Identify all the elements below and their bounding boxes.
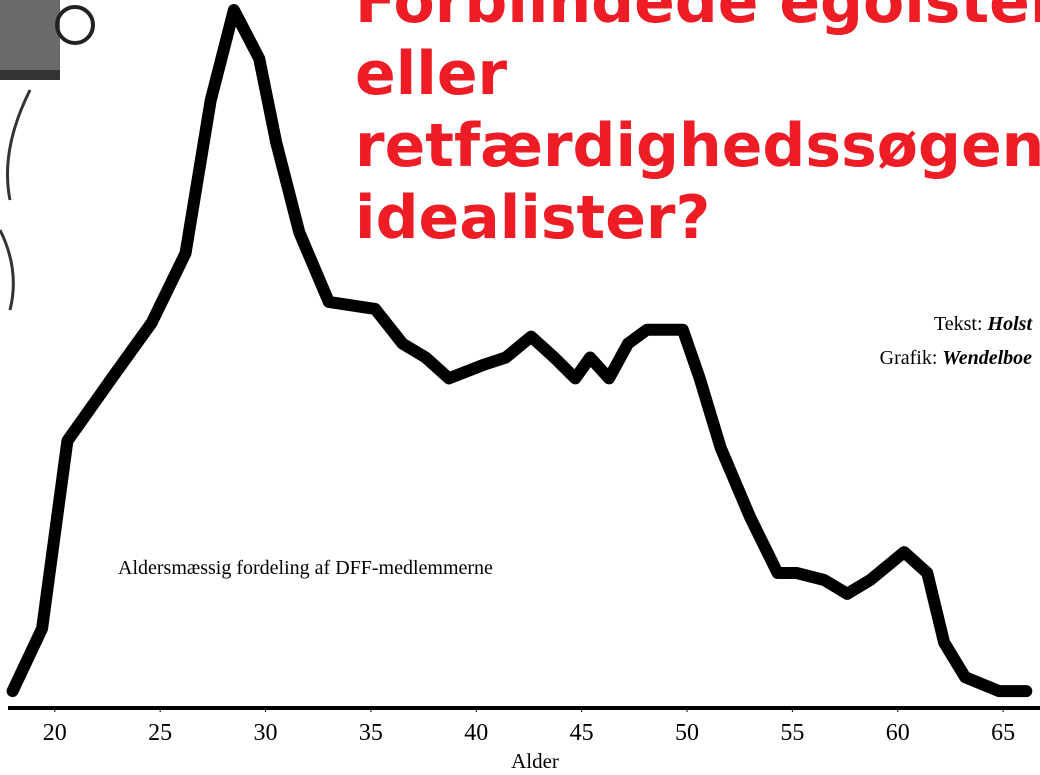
x-tick-label: 60	[886, 720, 910, 746]
x-tick-label: 55	[780, 720, 804, 746]
x-tick-label: 30	[254, 720, 278, 746]
chart: Tekst: Holst Grafik: Wendelboe Aldersmæs…	[0, 0, 1040, 775]
chart-title: idealister?	[355, 183, 710, 253]
credit-name: Wendelboe	[942, 347, 1032, 369]
x-axis-label: Alder	[511, 749, 559, 773]
credit-name: Holst	[987, 313, 1034, 335]
credit-label: Grafik:	[880, 347, 938, 369]
credit: Grafik: Wendelboe	[880, 347, 1032, 369]
chart-title: Forblindede egoister	[355, 0, 1040, 37]
x-tick-label: 45	[570, 720, 594, 746]
x-tick-label: 25	[148, 720, 172, 746]
camera-illustration	[0, 0, 93, 310]
chart-title: retfærdighedssøgende	[355, 111, 1040, 181]
chart-title: eller	[355, 39, 508, 109]
x-tick-label: 40	[464, 720, 488, 746]
credit: Tekst: Holst	[934, 313, 1033, 335]
x-tick-label: 20	[43, 720, 67, 746]
credit-label: Tekst:	[934, 313, 983, 335]
subtitle: Aldersmæssig fordeling af DFF-medlemmern…	[118, 557, 493, 579]
x-tick-label: 35	[359, 720, 383, 746]
x-tick-label: 50	[675, 720, 699, 746]
x-tick-label: 65	[991, 720, 1015, 746]
